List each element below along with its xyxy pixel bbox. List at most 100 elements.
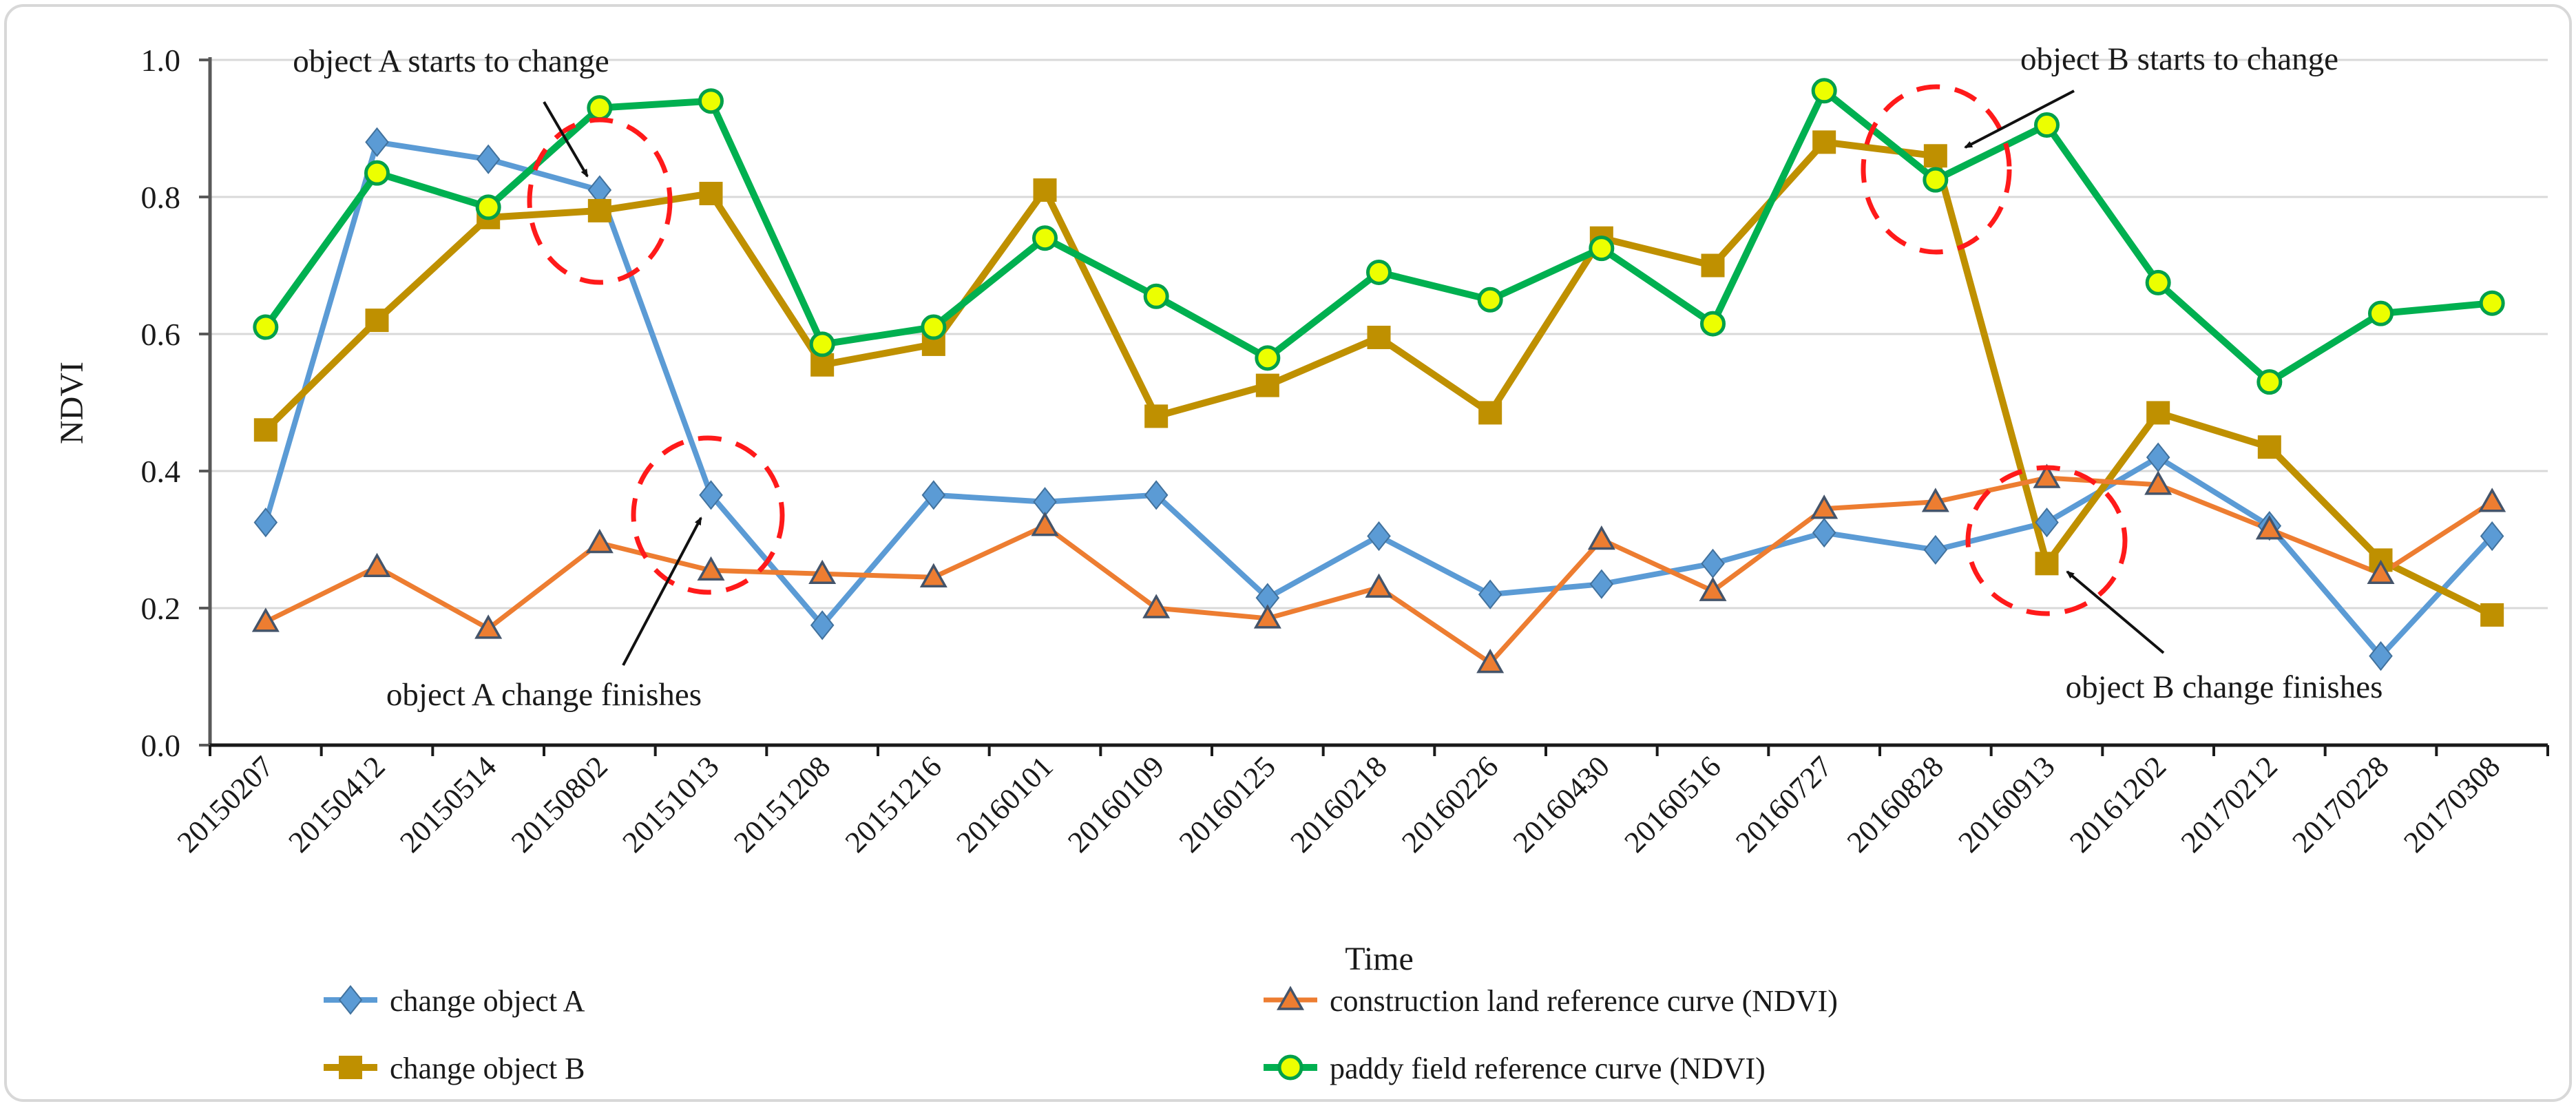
- diamond-marker-icon: [921, 480, 946, 510]
- annotation-circle-object-a-start: [527, 117, 673, 285]
- square-marker-icon: [1255, 373, 1279, 397]
- annotation-arrow-object-b-finish: [2066, 570, 2165, 654]
- annotation-circle-object-a-finish: [631, 435, 785, 595]
- diamond-marker-icon: [1367, 521, 1391, 552]
- triangle-marker-icon: [2144, 470, 2172, 495]
- diamond-marker-icon: [1478, 579, 1502, 609]
- circle-marker-icon: [2256, 369, 2283, 395]
- diamond-marker-icon: [476, 144, 501, 174]
- annotation-label-object-b-finish: object B change finishes: [2066, 669, 2383, 705]
- circle-marker-icon: [1589, 236, 1615, 262]
- legend-label: paddy field reference curve (NDVI): [1330, 1052, 1766, 1085]
- diamond-marker-icon: [699, 480, 723, 510]
- square-marker-icon: [1367, 325, 1391, 349]
- triangle-marker-icon: [1476, 649, 1505, 674]
- square-marker-icon: [365, 309, 389, 333]
- triangle-marker-icon: [1699, 576, 1727, 601]
- square-marker-icon: [1812, 130, 1836, 154]
- legend-label: construction land reference curve (NDVI): [1330, 984, 1838, 1018]
- circle-marker-icon: [1477, 286, 1503, 313]
- square-marker-icon: [253, 418, 278, 442]
- circle-marker-icon: [2145, 269, 2171, 295]
- circle-marker-icon: [253, 314, 279, 340]
- diamond-marker-icon: [1812, 517, 1836, 548]
- annotations: object A starts to change object A chang…: [293, 41, 2383, 713]
- annotation-arrow-object-a-finish: [622, 517, 702, 666]
- diamond-marker-icon: [1923, 534, 1948, 565]
- diamond-marker-icon: [2035, 508, 2059, 538]
- circle-marker-icon: [1700, 311, 1726, 337]
- triangle-marker-icon: [363, 552, 391, 578]
- circle-marker-icon: [921, 314, 947, 340]
- circle-marker-icon: [587, 95, 613, 121]
- annotation-label-object-a-finish: object A change finishes: [386, 677, 702, 713]
- square-marker-icon: [2480, 603, 2504, 627]
- y-tick-labels: 0.0 0.2 0.4 0.6 0.8 1.0: [141, 43, 181, 763]
- circle-marker-icon: [475, 194, 501, 220]
- legend: change object A change object B constructi…: [324, 984, 1838, 1085]
- legend-label: change object B: [390, 1052, 585, 1085]
- circle-marker-icon: [1366, 259, 1392, 285]
- annotation-label-object-b-start: object B starts to change: [2020, 41, 2338, 77]
- square-marker-icon: [810, 353, 835, 377]
- circle-marker-icon: [1032, 225, 1058, 251]
- square-marker-icon: [339, 1056, 362, 1079]
- circle-marker-icon: [698, 88, 724, 114]
- axes: [199, 57, 2549, 756]
- square-marker-icon: [699, 182, 723, 206]
- annotation-arrow-object-a-start: [543, 101, 589, 178]
- circle-marker-icon: [364, 160, 390, 186]
- triangle-marker-icon: [1142, 594, 1171, 618]
- circle-marker-icon: [2368, 300, 2394, 326]
- annotation-label-object-a-start: object A starts to change: [293, 43, 609, 79]
- triangle-marker-icon: [585, 528, 614, 554]
- diamond-marker-icon: [2480, 521, 2504, 552]
- y-tick-label: 0.8: [141, 180, 181, 215]
- triangle-marker-icon: [808, 559, 837, 584]
- x-axis-title: Time: [1345, 941, 1414, 977]
- y-tick-label: 0.0: [141, 728, 181, 763]
- triangle-marker-icon: [1276, 985, 1305, 1010]
- circle-marker-icon: [1255, 345, 1281, 371]
- circle-marker-icon: [2479, 290, 2505, 316]
- legend-label: change object A: [390, 984, 585, 1018]
- square-marker-icon: [2257, 435, 2281, 459]
- triangle-marker-icon: [251, 607, 280, 632]
- triangle-marker-icon: [1921, 488, 1949, 512]
- triangle-marker-icon: [2255, 515, 2283, 540]
- annotation-circle-object-b-start: [1861, 84, 2012, 255]
- square-marker-icon: [1923, 144, 1947, 168]
- diamond-marker-icon: [810, 610, 835, 640]
- square-marker-icon: [587, 198, 611, 222]
- triangle-marker-icon: [697, 556, 725, 581]
- circle-marker-icon: [1143, 283, 1169, 309]
- diamond-marker-icon: [2369, 641, 2393, 671]
- square-marker-icon: [1701, 253, 1725, 278]
- annotation-circle-object-b-finish: [1965, 465, 2128, 616]
- triangle-marker-icon: [1253, 604, 1281, 629]
- diamond-marker-icon: [365, 127, 389, 158]
- triangle-marker-icon: [1587, 525, 1615, 550]
- triangle-marker-icon: [2033, 463, 2061, 488]
- diamond-marker-icon: [253, 508, 278, 538]
- series-lines: [251, 78, 2506, 674]
- triangle-marker-icon: [1031, 512, 1059, 536]
- diamond-marker-icon: [1589, 569, 1614, 599]
- circle-marker-icon: [1811, 78, 1837, 104]
- y-axis-title: NDVI: [54, 362, 90, 444]
- figure-border: [4, 4, 2572, 1102]
- triangle-marker-icon: [474, 614, 503, 639]
- triangle-marker-icon: [2478, 488, 2506, 512]
- y-tick-label: 0.6: [141, 317, 181, 352]
- triangle-marker-icon: [1365, 573, 1393, 598]
- square-marker-icon: [1144, 404, 1169, 428]
- square-marker-icon: [2146, 401, 2170, 425]
- triangle-marker-icon: [2367, 559, 2395, 584]
- square-marker-icon: [1033, 178, 1057, 202]
- diamond-marker-icon: [338, 985, 363, 1015]
- diamond-marker-icon: [1144, 480, 1169, 510]
- circle-marker-icon: [809, 331, 835, 357]
- circle-marker-icon: [1277, 1054, 1303, 1081]
